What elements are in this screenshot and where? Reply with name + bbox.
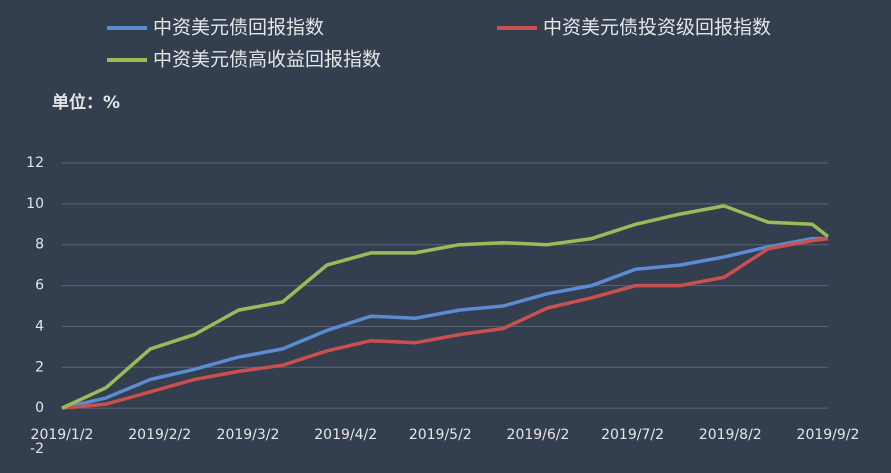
legend-label: 中资美元债高收益回报指数: [153, 49, 381, 71]
x-tick-label: 2019/5/2: [409, 427, 472, 443]
y-tick-label: 2: [35, 359, 44, 375]
x-tick-label: 2019/1/2: [31, 427, 94, 443]
x-tick-label: 2019/3/2: [217, 427, 280, 443]
y-tick-label: 12: [26, 155, 44, 171]
unit-label: 单位：%: [52, 92, 120, 113]
series-line: [61, 236, 829, 410]
series-line: [61, 236, 828, 410]
legend-label: 中资美元债回报指数: [153, 17, 324, 39]
y-tick-label: 4: [35, 318, 44, 334]
y-tick-label: 6: [35, 278, 44, 294]
series-line: [61, 204, 830, 410]
x-tick-label: 2019/9/2: [797, 427, 860, 443]
x-tick-label: 2019/2/2: [128, 427, 191, 443]
x-tick-label: 2019/4/2: [314, 427, 377, 443]
y-tick-label: 8: [35, 237, 44, 253]
x-tick-label: 2019/7/2: [601, 427, 664, 443]
legend-label: 中资美元债投资级回报指数: [543, 17, 771, 39]
y-tick-label: 10: [26, 196, 44, 212]
x-tick-label: 2019/8/2: [699, 427, 762, 443]
y-tick-label: 0: [35, 400, 44, 416]
y-tick-label: -2: [30, 441, 44, 457]
x-tick-label: 2019/6/2: [507, 427, 570, 443]
